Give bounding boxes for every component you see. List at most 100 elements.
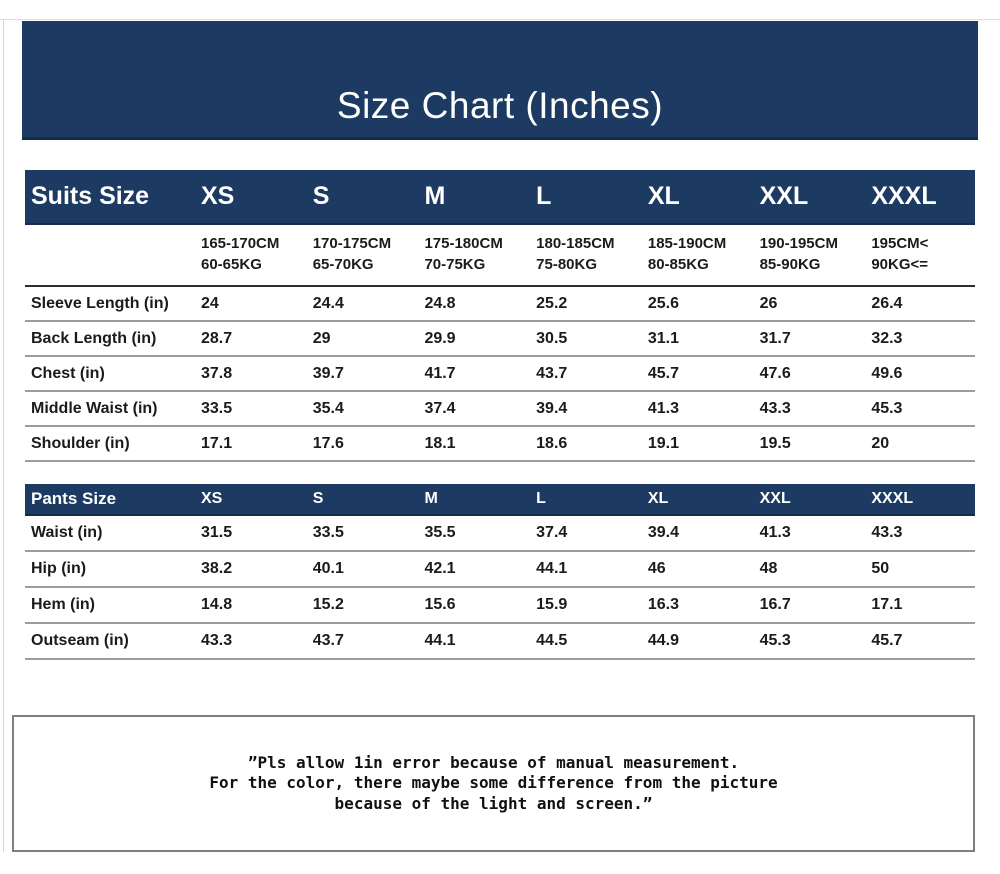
value-cell: 17.1 xyxy=(201,434,233,452)
value-cell: 41.3 xyxy=(647,399,680,417)
value-cell: 39.4 xyxy=(536,399,568,417)
table-row-waist: Waist (in) 31.5 33.5 35.5 37.4 39.4 41.3… xyxy=(25,516,975,552)
value-cell: 39.4 xyxy=(647,524,680,541)
height-weight-cell: 170-175CM 65-70KG xyxy=(305,233,417,275)
value-cell: 15.6 xyxy=(424,596,456,613)
value-cell: 45.3 xyxy=(759,632,791,649)
value-cell: 41.7 xyxy=(424,364,456,382)
row-label: Sleeve Length (in) xyxy=(31,294,169,312)
value-cell: 43.7 xyxy=(312,632,344,649)
value-cell: 43.3 xyxy=(871,524,903,541)
height-range: 185-190CM xyxy=(647,235,727,252)
value-cell: 26.4 xyxy=(871,294,903,312)
title-bar: Size Chart (Inches) xyxy=(22,21,978,140)
height-weight-row: 165-170CM 60-65KG 170-175CM 65-70KG 175-… xyxy=(25,225,975,287)
value-cell: 45.3 xyxy=(871,399,903,417)
pants-header-xxl: XXL xyxy=(759,490,791,507)
table-row-shoulder: Shoulder (in) 17.1 17.6 18.1 18.6 19.1 1… xyxy=(25,427,975,462)
value-cell: 43.7 xyxy=(536,364,568,382)
pants-header-xs: XS xyxy=(201,490,223,507)
weight-range: 80-85KG xyxy=(647,256,709,273)
height-range: 165-170CM xyxy=(201,235,280,252)
value-cell: 43.3 xyxy=(759,399,791,417)
table-row-middle-waist: Middle Waist (in) 33.5 35.4 37.4 39.4 41… xyxy=(25,392,975,427)
value-cell: 29.9 xyxy=(424,329,456,347)
value-cell: 42.1 xyxy=(424,560,456,577)
value-cell: 50 xyxy=(871,560,890,577)
weight-range: 90KG<= xyxy=(871,256,929,273)
value-cell: 41.3 xyxy=(759,524,791,541)
value-cell: 17.6 xyxy=(312,434,344,452)
table-row-outseam: Outseam (in) 43.3 43.7 44.1 44.5 44.9 45… xyxy=(25,624,975,660)
value-cell: 40.1 xyxy=(312,560,344,577)
suits-header-xl: XL xyxy=(647,182,680,210)
value-cell: 30.5 xyxy=(536,329,568,347)
suits-header-row: Suits Size XS S M L XL XXL XXXL xyxy=(25,170,975,225)
suits-size-table: Suits Size XS S M L XL XXL XXXL 165-170C… xyxy=(25,170,975,462)
value-cell: 18.6 xyxy=(536,434,568,452)
value-cell: 46 xyxy=(647,560,666,577)
suits-header-s: S xyxy=(312,182,330,210)
value-cell: 16.7 xyxy=(759,596,791,613)
value-cell: 24.4 xyxy=(312,294,344,312)
height-weight-cell: 165-170CM 60-65KG xyxy=(193,233,305,275)
page-title: Size Chart (Inches) xyxy=(336,85,664,126)
value-cell: 44.1 xyxy=(536,560,568,577)
value-cell: 31.5 xyxy=(201,524,233,541)
height-weight-cell: 190-195CM 85-90KG xyxy=(752,233,864,275)
value-cell: 14.8 xyxy=(201,596,233,613)
height-weight-cell: 185-190CM 80-85KG xyxy=(640,233,752,275)
suits-header-label: Suits Size xyxy=(31,182,150,210)
value-cell: 44.5 xyxy=(536,632,568,649)
value-cell: 32.3 xyxy=(871,329,903,347)
value-cell: 31.7 xyxy=(759,329,791,347)
value-cell: 20 xyxy=(871,434,890,452)
value-cell: 24.8 xyxy=(424,294,456,312)
row-label: Hip (in) xyxy=(31,560,87,577)
pants-header-xl: XL xyxy=(647,490,669,507)
height-range: 195CM< xyxy=(871,235,929,252)
weight-range: 60-65KG xyxy=(201,256,262,273)
suits-header-xxl: XXL xyxy=(759,182,809,210)
note-line: For the color, there maybe some differen… xyxy=(209,773,778,793)
note-line: ”Pls allow 1in error because of manual m… xyxy=(247,752,740,772)
table-row-back-length: Back Length (in) 28.7 29 29.9 30.5 31.1 … xyxy=(25,322,975,357)
row-label: Outseam (in) xyxy=(31,632,129,649)
note-line: because of the light and screen.” xyxy=(334,793,653,813)
value-cell: 35.5 xyxy=(424,524,456,541)
height-range: 175-180CM xyxy=(424,235,503,252)
suits-header-l: L xyxy=(536,182,552,210)
value-cell: 38.2 xyxy=(201,560,233,577)
value-cell: 33.5 xyxy=(201,399,233,417)
value-cell: 43.3 xyxy=(201,632,233,649)
suits-header-xxxl: XXXL xyxy=(871,182,937,210)
height-range: 180-185CM xyxy=(536,235,615,252)
value-cell: 44.9 xyxy=(647,632,680,649)
value-cell: 39.7 xyxy=(312,364,344,382)
pants-header-row: Pants Size XS S M L XL XXL XXXL xyxy=(25,484,975,516)
value-cell: 37.4 xyxy=(424,399,456,417)
weight-range: 65-70KG xyxy=(312,256,374,273)
suits-header-xs: XS xyxy=(201,182,235,210)
value-cell: 15.2 xyxy=(312,596,344,613)
height-weight-cell: 195CM< 90KG<= xyxy=(863,233,975,275)
value-cell: 44.1 xyxy=(424,632,456,649)
weight-range: 85-90KG xyxy=(759,256,821,273)
value-cell: 35.4 xyxy=(312,399,344,417)
row-label: Waist (in) xyxy=(31,524,103,541)
pants-size-table: Pants Size XS S M L XL XXL XXXL Waist (i… xyxy=(25,484,975,660)
height-weight-cell: 180-185CM 75-80KG xyxy=(528,233,640,275)
suits-header-m: M xyxy=(424,182,446,210)
top-divider xyxy=(0,19,1000,20)
value-cell: 19.1 xyxy=(647,434,680,452)
table-row-sleeve-length: Sleeve Length (in) 24 24.4 24.8 25.2 25.… xyxy=(25,287,975,322)
table-row-chest: Chest (in) 37.8 39.7 41.7 43.7 45.7 47.6… xyxy=(25,357,975,392)
value-cell: 49.6 xyxy=(871,364,903,382)
row-label: Shoulder (in) xyxy=(31,434,130,452)
value-cell: 25.2 xyxy=(536,294,568,312)
row-label: Chest (in) xyxy=(31,364,105,382)
value-cell: 25.6 xyxy=(647,294,680,312)
pants-header-l: L xyxy=(536,490,546,507)
height-range: 190-195CM xyxy=(759,235,838,252)
